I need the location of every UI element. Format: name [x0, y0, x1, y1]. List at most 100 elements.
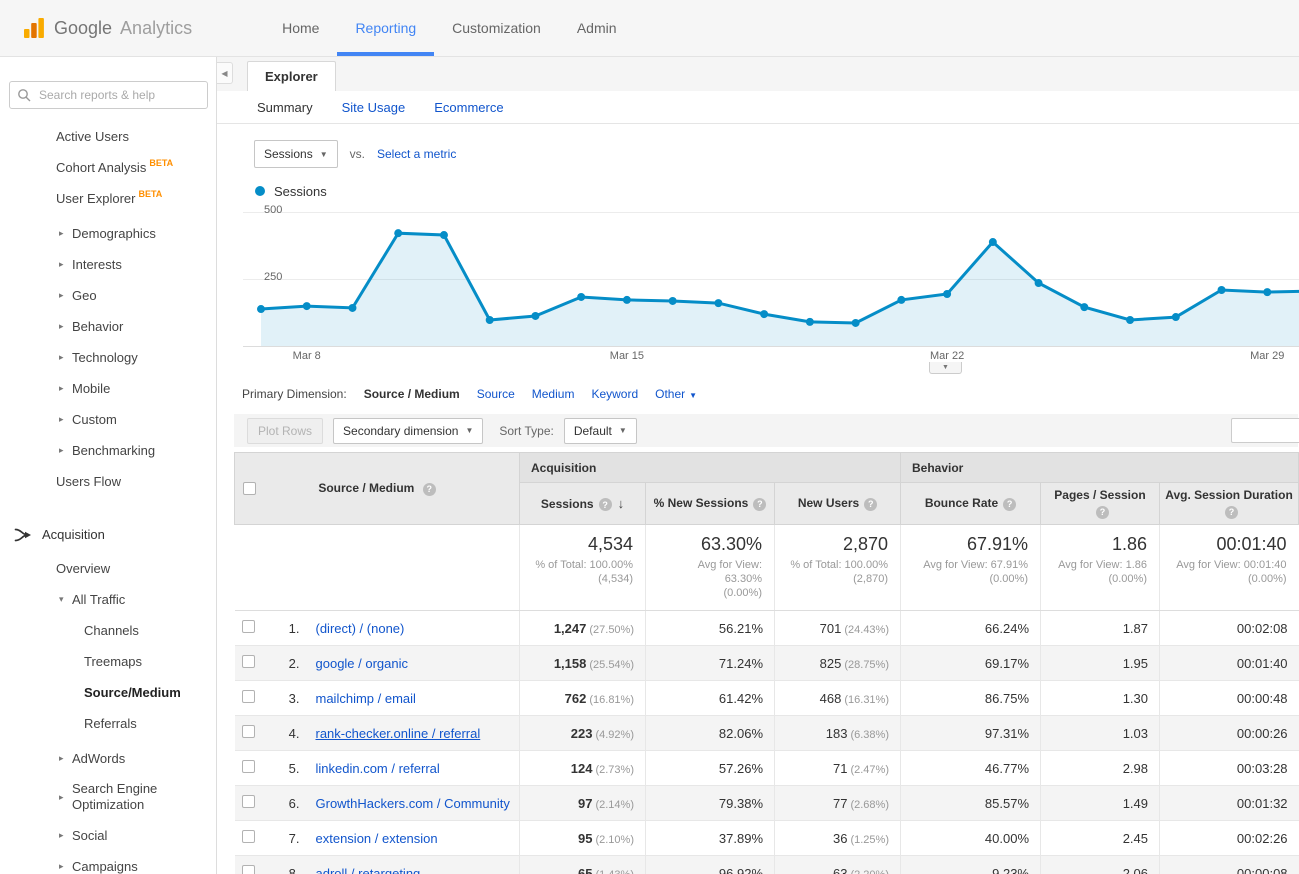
sessions-data-point[interactable]	[988, 238, 997, 247]
help-icon[interactable]: ?	[1096, 505, 1109, 519]
source-medium-link[interactable]: google / organic	[315, 655, 409, 671]
help-icon[interactable]: ?	[1225, 505, 1239, 519]
column-header-new-sessions[interactable]: % New Sessions?	[645, 482, 775, 525]
row-checkbox[interactable]	[242, 690, 255, 703]
row-checkbox[interactable]	[242, 795, 255, 808]
table-search-input[interactable]	[1231, 418, 1299, 443]
source-medium-link[interactable]: (direct) / (none)	[315, 620, 405, 636]
sessions-data-point[interactable]	[668, 296, 677, 305]
sidebar-item-adwords[interactable]: ▸ AdWords	[0, 743, 216, 774]
help-icon[interactable]: ?	[1003, 497, 1017, 511]
sessions-data-point[interactable]	[805, 317, 814, 326]
subtab-site-usage[interactable]: Site Usage	[341, 99, 406, 115]
help-icon[interactable]: ?	[422, 482, 436, 496]
tab-explorer[interactable]: Explorer	[247, 61, 336, 91]
dimension-medium[interactable]: Medium	[531, 387, 575, 401]
plot-rows-button[interactable]: Plot Rows	[247, 417, 324, 444]
source-medium-link[interactable]: mailchimp / email	[315, 690, 416, 706]
sidebar-item-technology[interactable]: ▸ Technology	[0, 342, 216, 373]
nav-reporting[interactable]: Reporting	[337, 0, 434, 56]
sessions-data-point[interactable]	[1034, 279, 1043, 288]
dimension-other[interactable]: Other ▼	[655, 387, 698, 401]
column-header-bounce-rate[interactable]: Bounce Rate?	[900, 482, 1041, 525]
row-checkbox[interactable]	[242, 830, 255, 843]
sidebar-item-mobile[interactable]: ▸ Mobile	[0, 373, 216, 404]
source-medium-link[interactable]: rank-checker.online / referral	[315, 725, 481, 741]
sidebar-item-geo[interactable]: ▸ Geo	[0, 280, 216, 311]
sessions-data-point[interactable]	[394, 229, 403, 238]
sidebar-item-custom[interactable]: ▸ Custom	[0, 404, 216, 435]
row-checkbox[interactable]	[242, 865, 255, 874]
source-medium-link[interactable]: extension / extension	[315, 830, 438, 846]
sidebar-item-acquisition[interactable]: Acquisition	[0, 517, 216, 553]
sidebar-item-cohort-analysis[interactable]: Cohort Analysis BETA	[0, 152, 216, 183]
column-header-new-users[interactable]: New Users?	[774, 482, 901, 525]
row-checkbox[interactable]	[242, 725, 255, 738]
sidebar-item-overview[interactable]: Overview	[0, 553, 216, 584]
nav-admin[interactable]: Admin	[576, 20, 617, 36]
source-medium-link[interactable]: GrowthHackers.com / Community	[315, 795, 510, 811]
sessions-data-point[interactable]	[1126, 316, 1135, 325]
column-header-pages-session[interactable]: Pages / Session?	[1040, 482, 1160, 525]
sidebar-item-source-medium[interactable]: Source/Medium	[0, 677, 216, 708]
subtab-summary[interactable]: Summary	[257, 99, 313, 115]
sessions-data-point[interactable]	[577, 292, 586, 301]
help-icon[interactable]: ?	[753, 497, 767, 511]
nav-customization[interactable]: Customization	[452, 20, 541, 36]
sessions-data-point[interactable]	[851, 318, 860, 327]
sessions-data-point[interactable]	[1217, 285, 1226, 294]
select-all-checkbox[interactable]	[243, 481, 256, 495]
sessions-data-point[interactable]	[714, 299, 723, 308]
row-checkbox[interactable]	[242, 620, 255, 633]
sessions-data-point[interactable]	[1263, 288, 1272, 297]
sidebar-item-active-users[interactable]: Active Users	[0, 121, 216, 152]
search-input[interactable]	[9, 81, 208, 109]
sidebar-item-users-flow[interactable]: Users Flow	[0, 466, 216, 497]
nav-home[interactable]: Home	[282, 20, 320, 36]
sessions-data-point[interactable]	[943, 290, 952, 299]
sidebar-item-campaigns[interactable]: ▸ Campaigns	[0, 851, 216, 874]
subtab-ecommerce[interactable]: Ecommerce	[434, 99, 504, 115]
sessions-data-point[interactable]	[760, 310, 769, 319]
dimension-source-medium[interactable]: Source / Medium	[363, 387, 460, 401]
source-medium-link[interactable]: linkedin.com / referral	[315, 760, 440, 776]
dimension-keyword[interactable]: Keyword	[591, 387, 639, 401]
select-metric-link[interactable]: Select a metric	[376, 147, 457, 161]
sessions-data-point[interactable]	[257, 305, 265, 314]
sidebar-item-treemaps[interactable]: Treemaps	[0, 646, 216, 677]
sidebar-item-demographics[interactable]: ▸ Demographics	[0, 218, 216, 249]
sidebar-item-user-explorer[interactable]: User Explorer BETA	[0, 183, 216, 214]
sessions-data-point[interactable]	[1080, 303, 1089, 312]
sidebar-item-channels[interactable]: Channels	[0, 615, 216, 646]
source-medium-column-header[interactable]: Source / Medium ?	[234, 452, 520, 525]
sessions-data-point[interactable]	[622, 295, 631, 304]
sidebar-item-all-traffic[interactable]: ▾ All Traffic	[0, 584, 216, 615]
row-checkbox[interactable]	[242, 655, 255, 668]
help-icon[interactable]: ?	[864, 497, 878, 511]
row-checkbox[interactable]	[242, 760, 255, 773]
sessions-data-point[interactable]	[897, 295, 906, 304]
sidebar-item-search-engine-optimization[interactable]: ▸ Search Engine Optimization	[0, 774, 216, 820]
sidebar-item-social[interactable]: ▸ Social	[0, 820, 216, 851]
metric-selector-dropdown[interactable]: Sessions ▼	[254, 140, 338, 168]
sort-type-dropdown[interactable]: Default ▼	[563, 417, 637, 444]
column-header-sessions[interactable]: Sessions? ↓	[519, 482, 646, 525]
sidebar-item-interests[interactable]: ▸ Interests	[0, 249, 216, 280]
sessions-data-point[interactable]	[485, 316, 494, 325]
sidebar-collapse-button[interactable]: ◀	[217, 62, 233, 84]
sessions-data-point[interactable]	[1171, 313, 1180, 322]
sessions-data-point[interactable]	[348, 303, 357, 312]
sidebar-item-benchmarking[interactable]: ▸ Benchmarking	[0, 435, 216, 466]
sidebar-item-behavior[interactable]: ▸ Behavior	[0, 311, 216, 342]
dimension-source[interactable]: Source	[476, 387, 515, 401]
sessions-data-point[interactable]	[302, 302, 311, 311]
sessions-data-point[interactable]	[531, 311, 540, 320]
secondary-dimension-dropdown[interactable]: Secondary dimension ▼	[333, 417, 484, 444]
help-icon[interactable]: ?	[598, 498, 612, 512]
sessions-data-point[interactable]	[439, 231, 448, 240]
annotations-drawer-handle[interactable]: ▼	[929, 362, 962, 374]
column-header-avg-session-duration[interactable]: Avg. Session Duration?	[1158, 482, 1299, 525]
table-row: 1. (direct) / (none) 1,247 (27.50%) 56.21% 70…	[234, 610, 1299, 646]
source-medium-link[interactable]: adroll / retargeting	[315, 865, 421, 874]
sidebar-item-referrals[interactable]: Referrals	[0, 708, 216, 739]
